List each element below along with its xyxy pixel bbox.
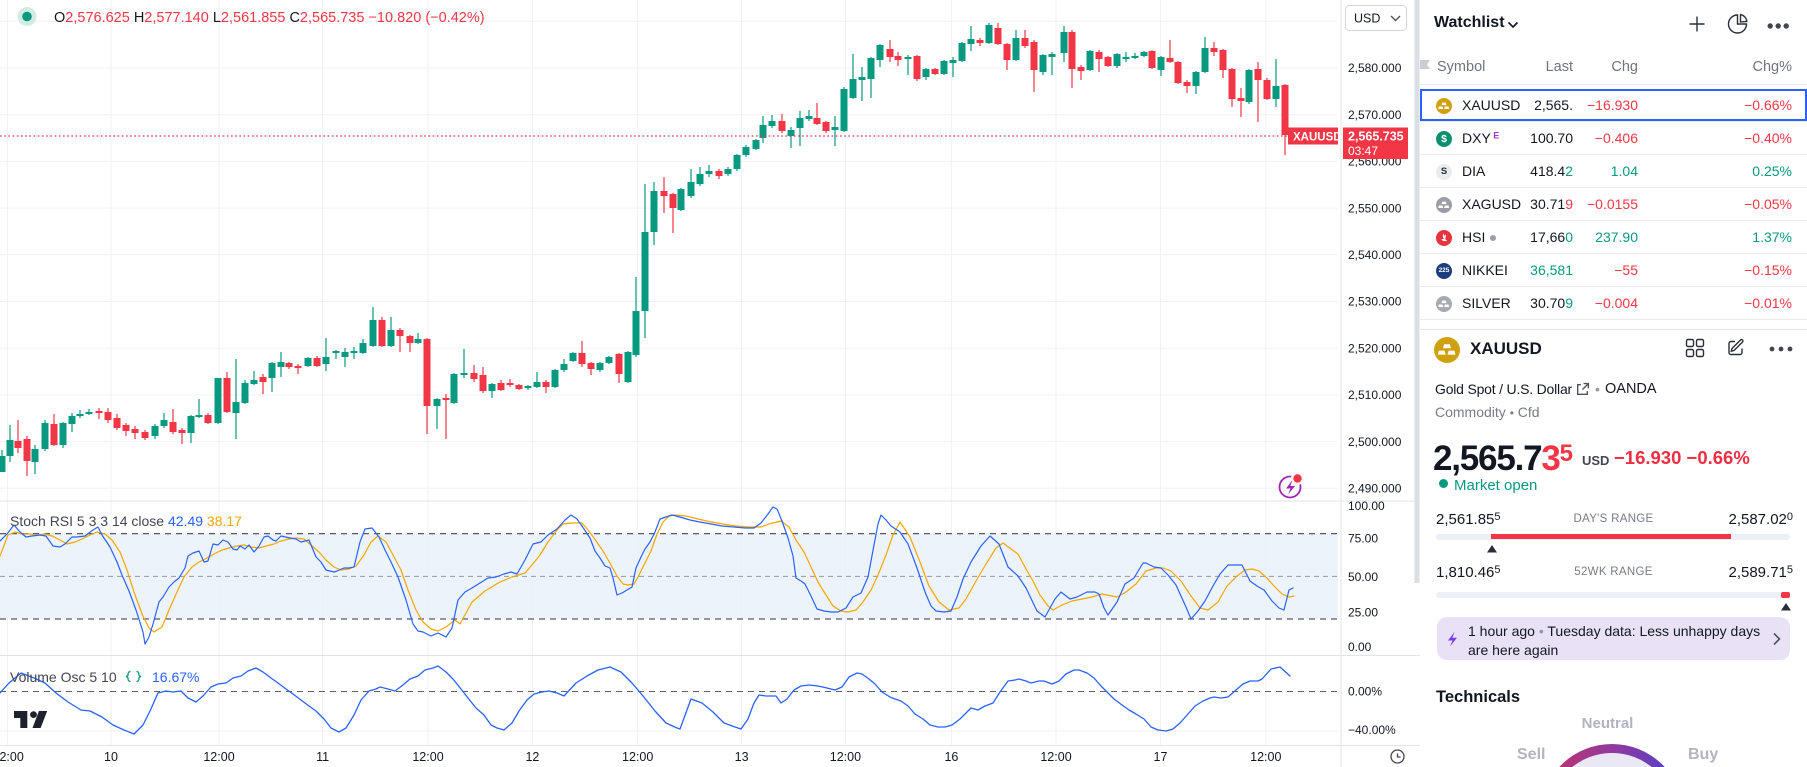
svg-text:2,500.000: 2,500.000 (1348, 435, 1402, 449)
svg-text:2,490.000: 2,490.000 (1348, 482, 1402, 496)
svg-text:50.00: 50.00 (1348, 570, 1378, 584)
svg-text:16.67%: 16.67% (152, 669, 199, 685)
svg-text:0.00%: 0.00% (1348, 685, 1382, 699)
svg-text:13: 13 (735, 750, 749, 764)
svg-text:0.00: 0.00 (1348, 640, 1372, 654)
svg-text:12:00: 12:00 (1250, 750, 1281, 764)
svg-text:2,570.000: 2,570.000 (1348, 108, 1402, 122)
svg-text:2,510.000: 2,510.000 (1348, 388, 1402, 402)
svg-text:Stoch RSI 5 3 3 14 close 42.4: Stoch RSI 5 3 3 14 close 42.49 38.17 (10, 513, 242, 529)
svg-text:2,565.735: 2,565.735 (1348, 130, 1404, 144)
svg-text:12:00: 12:00 (412, 750, 443, 764)
svg-text:2,550.000: 2,550.000 (1348, 201, 1402, 215)
svg-text:17: 17 (1154, 750, 1168, 764)
svg-text:25.00: 25.00 (1348, 606, 1378, 620)
svg-text:03:47: 03:47 (1348, 144, 1378, 158)
svg-text:11: 11 (316, 750, 329, 764)
svg-text:O2,576.625 H2,577.140 L2,561.8: O2,576.625 H2,577.140 L2,561.855 C2,565.… (54, 10, 485, 26)
svg-text:−40.00%: −40.00% (1348, 723, 1396, 737)
svg-text:2,580.000: 2,580.000 (1348, 61, 1402, 75)
svg-text:100.00: 100.00 (1348, 499, 1385, 513)
svg-text:2:00: 2:00 (0, 750, 24, 764)
svg-text:2,530.000: 2,530.000 (1348, 295, 1402, 309)
svg-text:Volume Osc 5 10: Volume Osc 5 10 (10, 669, 117, 685)
svg-text:75.00: 75.00 (1348, 532, 1378, 546)
svg-text:2,520.000: 2,520.000 (1348, 341, 1402, 355)
svg-text:USD: USD (1354, 12, 1380, 26)
svg-text:XAUUSD: XAUUSD (1293, 132, 1342, 144)
svg-text:12:00: 12:00 (1040, 750, 1071, 764)
svg-text:16: 16 (944, 750, 958, 764)
svg-text:12:00: 12:00 (203, 750, 234, 764)
svg-text:12:00: 12:00 (622, 750, 653, 764)
svg-text:12:00: 12:00 (830, 750, 861, 764)
svg-text:12: 12 (525, 750, 539, 764)
svg-text:2,540.000: 2,540.000 (1348, 248, 1402, 262)
svg-text:10: 10 (104, 750, 118, 764)
